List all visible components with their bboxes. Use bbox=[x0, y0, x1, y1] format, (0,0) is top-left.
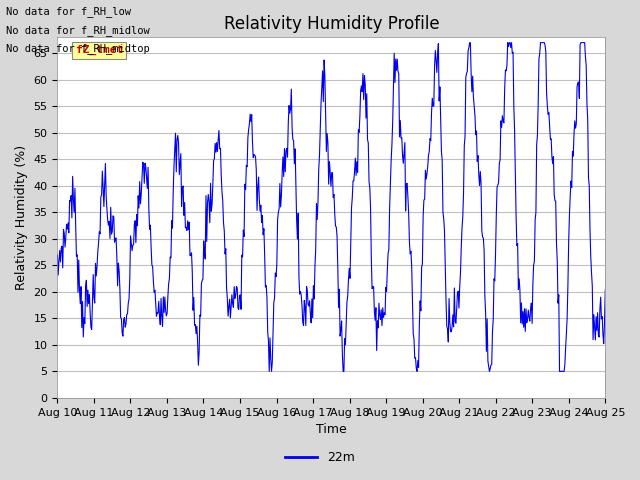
Text: No data for f_RH_midtop: No data for f_RH_midtop bbox=[6, 43, 150, 54]
Text: fZ_tmet: fZ_tmet bbox=[76, 45, 123, 56]
X-axis label: Time: Time bbox=[316, 423, 347, 436]
Text: No data for f_RH_low: No data for f_RH_low bbox=[6, 6, 131, 17]
Title: Relativity Humidity Profile: Relativity Humidity Profile bbox=[223, 15, 439, 33]
Text: No data for f_RH_midlow: No data for f_RH_midlow bbox=[6, 24, 150, 36]
Y-axis label: Relativity Humidity (%): Relativity Humidity (%) bbox=[15, 145, 28, 290]
Legend: 22m: 22m bbox=[280, 446, 360, 469]
